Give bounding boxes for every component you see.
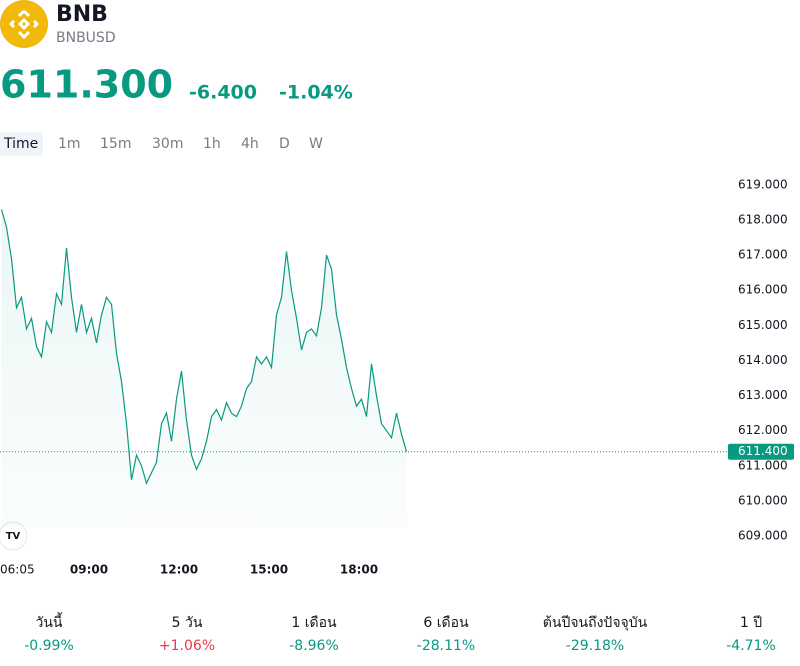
timeframe-button[interactable]: D <box>279 136 290 152</box>
period-label: ต้นปีจนถึงปัจจุบัน <box>543 615 648 631</box>
timeframe-button[interactable]: 15m <box>100 136 131 152</box>
x-tick-label: 09:00 <box>70 563 108 577</box>
x-tick-label: 12:00 <box>160 563 198 577</box>
last-price-label: 611.400 <box>738 444 788 458</box>
timeframe-button[interactable]: 1h <box>203 136 221 152</box>
symbol: BNB <box>56 2 108 27</box>
y-tick-label: 609.000 <box>738 528 788 542</box>
area <box>1 209 407 528</box>
period-change: -4.71% <box>726 638 776 654</box>
timeframe-button[interactable]: 4h <box>241 136 259 152</box>
period-change: +1.06% <box>159 638 215 654</box>
y-tick-label: 618.000 <box>738 213 788 227</box>
last-price-badge <box>728 443 794 460</box>
y-tick-label: 612.000 <box>738 423 788 437</box>
timeframe-button[interactable]: W <box>309 136 323 152</box>
change-percent: -1.04% <box>279 82 353 104</box>
y-tick-label: 613.000 <box>738 388 788 402</box>
y-tick-label: 611.000 <box>738 458 788 472</box>
y-tick-label: 616.000 <box>738 283 788 297</box>
y-tick-label: 619.000 <box>738 177 788 191</box>
coin-icon <box>0 0 48 48</box>
coin-logo <box>8 9 40 40</box>
x-tick-label: 15:00 <box>250 563 288 577</box>
timeframe-button[interactable]: Time <box>3 136 38 152</box>
period-change: -8.96% <box>289 638 339 654</box>
period-change: -0.99% <box>24 638 74 654</box>
period-change: -28.11% <box>417 638 475 654</box>
y-tick-label: 610.000 <box>738 493 788 507</box>
change: -6.400 <box>189 82 257 104</box>
price-line <box>0 209 408 485</box>
timeframe-button[interactable]: 1m <box>58 136 81 152</box>
period-label: 6 เดือน <box>423 615 469 631</box>
period-label: 1 ปี <box>740 615 762 631</box>
period-label: 1 เดือน <box>291 615 337 631</box>
timeframe-active <box>0 132 43 156</box>
period-change: -29.18% <box>566 638 624 654</box>
period-label: 5 วัน <box>172 615 203 631</box>
period-label: วันนี้ <box>35 612 63 631</box>
y-tick-label: 617.000 <box>738 248 788 262</box>
x-tick-label: 06:05 <box>0 563 35 577</box>
timeframe-button[interactable]: 30m <box>152 136 183 152</box>
svg-text:TV: TV <box>6 531 21 542</box>
x-tick-label: 18:00 <box>340 563 378 577</box>
price: 611.300 <box>0 63 173 107</box>
ticker: BNBUSD <box>56 30 116 46</box>
y-tick-label: 615.000 <box>738 318 788 332</box>
y-tick-label: 614.000 <box>738 353 788 367</box>
